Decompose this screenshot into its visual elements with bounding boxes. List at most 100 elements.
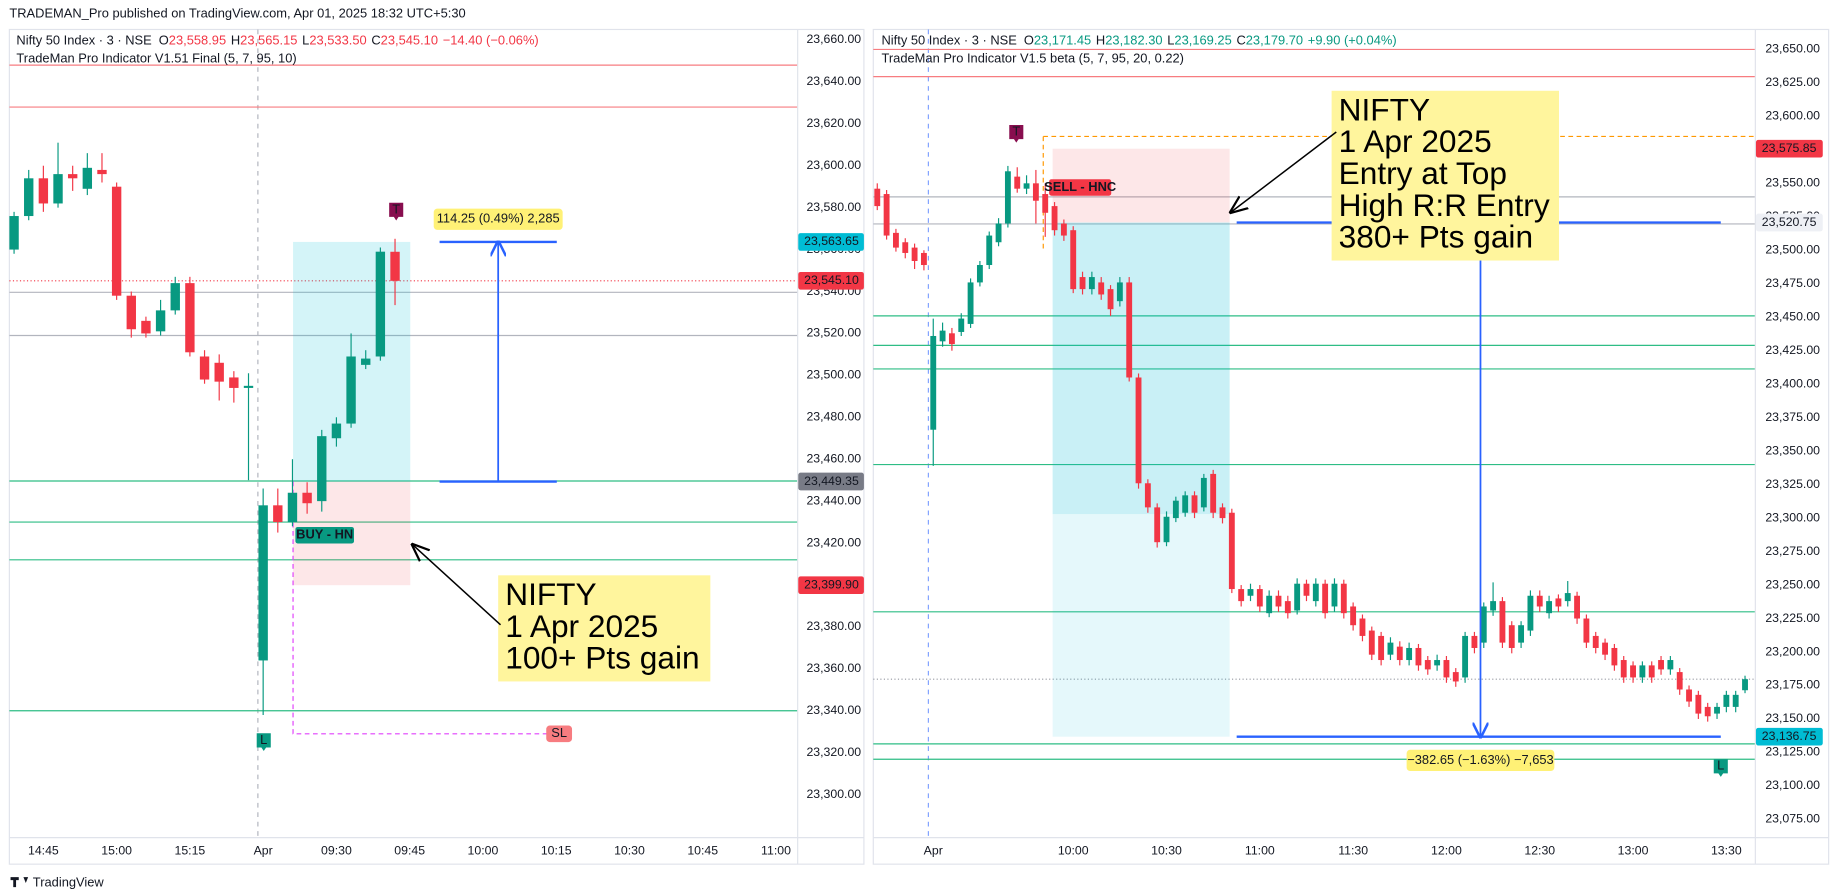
signal-badge bbox=[295, 526, 355, 544]
candle-body bbox=[1648, 665, 1655, 678]
stop-badge bbox=[546, 725, 573, 743]
candle-body bbox=[958, 318, 965, 332]
annotation-line: 100+ Pts gain bbox=[505, 640, 699, 676]
candle-body bbox=[1611, 647, 1618, 666]
candle-body bbox=[317, 436, 327, 502]
annotation-line: NIFTY bbox=[505, 576, 596, 612]
candle-body bbox=[1135, 377, 1142, 484]
candle-body bbox=[302, 492, 312, 504]
candle-body bbox=[1004, 171, 1011, 224]
price-label-box bbox=[1755, 213, 1823, 232]
legend-key: L bbox=[302, 33, 309, 48]
annotation-line: NIFTY bbox=[1339, 91, 1430, 127]
candle-body bbox=[1172, 500, 1179, 519]
candle-body bbox=[902, 242, 909, 253]
price-label-box bbox=[1755, 727, 1823, 746]
candle-body bbox=[361, 358, 371, 365]
x-tick-label: 12:00 bbox=[1431, 843, 1462, 857]
footer-brand: TradingView bbox=[33, 874, 105, 889]
legend-symbol: Nifty 50 Index · 3 · NSE bbox=[881, 33, 1017, 48]
y-tick-label: 23,275.00 bbox=[1765, 544, 1820, 558]
y-tick-label: 23,425.00 bbox=[1765, 343, 1820, 357]
candle-body bbox=[1256, 589, 1263, 607]
candle-body bbox=[1247, 589, 1254, 596]
legend-value: 23,558.95 bbox=[169, 33, 226, 48]
candle-body bbox=[1415, 647, 1422, 666]
candle-body bbox=[1079, 277, 1086, 290]
candle-body bbox=[1200, 477, 1207, 508]
y-tick-label: 23,375.00 bbox=[1765, 410, 1820, 424]
candle-body bbox=[1499, 601, 1506, 643]
stop-badge-label: SL bbox=[551, 725, 567, 740]
candle-body bbox=[1014, 176, 1021, 189]
annotation-box bbox=[1331, 90, 1560, 261]
price-label: 23,136.75 bbox=[1762, 729, 1817, 743]
legend: Nifty 50 Index · 3 · NSE O23,171.45 H23,18… bbox=[881, 33, 1396, 48]
candle-body bbox=[199, 356, 210, 380]
candle-body bbox=[1126, 282, 1133, 378]
y-tick-label: 23,640.00 bbox=[806, 74, 861, 88]
legend-value: 23,171.45 bbox=[1034, 33, 1091, 48]
candle-body bbox=[1350, 606, 1357, 626]
x-tick-label: 13:30 bbox=[1711, 843, 1742, 857]
candle-body bbox=[1088, 277, 1095, 290]
candle-body bbox=[1732, 694, 1739, 707]
x-tick-label: 10:45 bbox=[687, 843, 718, 857]
candle-body bbox=[1714, 706, 1720, 714]
candle-body bbox=[1704, 706, 1711, 717]
candle-body bbox=[911, 247, 918, 261]
candle-body bbox=[1555, 598, 1562, 607]
legend-key: H bbox=[1096, 33, 1105, 48]
candle-body bbox=[185, 283, 195, 353]
candle-body bbox=[1060, 223, 1067, 236]
candle-body bbox=[1266, 595, 1273, 614]
candle-body bbox=[1742, 679, 1748, 691]
candle-body bbox=[1303, 583, 1310, 596]
candle-body bbox=[1630, 665, 1636, 678]
candle-body bbox=[53, 174, 63, 204]
candle-body bbox=[1546, 601, 1553, 614]
candle-body bbox=[883, 194, 890, 236]
candle-body bbox=[1406, 647, 1413, 661]
candle-body bbox=[1480, 606, 1487, 643]
annotation-arrow bbox=[1231, 131, 1337, 212]
marker-label: L bbox=[260, 732, 267, 747]
candle-body bbox=[1518, 625, 1525, 643]
price-label-box bbox=[798, 576, 864, 595]
marker-badge bbox=[389, 202, 404, 221]
y-tick-label: 23,625.00 bbox=[1765, 75, 1820, 89]
candle-body bbox=[1527, 595, 1534, 631]
candle-body bbox=[1574, 595, 1581, 619]
y-tick-label: 23,520.00 bbox=[806, 326, 861, 340]
candle-body bbox=[1023, 183, 1030, 189]
x-tick-label: 10:30 bbox=[1151, 843, 1182, 857]
measure-box bbox=[1406, 749, 1555, 772]
y-tick-label: 23,075.00 bbox=[1765, 812, 1820, 826]
right-pane-frame bbox=[872, 28, 1830, 865]
price-label: 23,545.10 bbox=[804, 273, 859, 287]
x-tick-label: 09:30 bbox=[321, 843, 352, 857]
x-tick-label: 10:30 bbox=[614, 843, 645, 857]
candle-body bbox=[976, 265, 983, 283]
y-tick-label: 23,500.00 bbox=[1765, 243, 1820, 257]
candle-body bbox=[1602, 642, 1608, 655]
candle-body bbox=[1424, 660, 1431, 670]
candle-body bbox=[1723, 694, 1730, 707]
y-tick-label: 23,350.00 bbox=[1765, 443, 1820, 457]
candle-body bbox=[1639, 665, 1646, 678]
indicator-name: TradeMan Pro Indicator V1.5 beta (5, 7, … bbox=[881, 50, 1184, 65]
candle-body bbox=[1051, 206, 1058, 231]
signal-label: SELL - HNC bbox=[1044, 179, 1116, 194]
y-tick-label: 23,660.00 bbox=[806, 32, 861, 46]
candle-body bbox=[1378, 635, 1385, 661]
marker-badge bbox=[1713, 759, 1728, 777]
candle-body bbox=[1462, 635, 1469, 678]
x-tick-label: Apr bbox=[924, 843, 943, 857]
y-tick-label: 23,450.00 bbox=[1765, 309, 1820, 323]
y-tick-label: 23,460.00 bbox=[806, 451, 861, 465]
signal-badge bbox=[1049, 179, 1112, 196]
candle-body bbox=[967, 282, 974, 324]
candle-body bbox=[1144, 483, 1151, 508]
candle-body bbox=[82, 167, 93, 189]
